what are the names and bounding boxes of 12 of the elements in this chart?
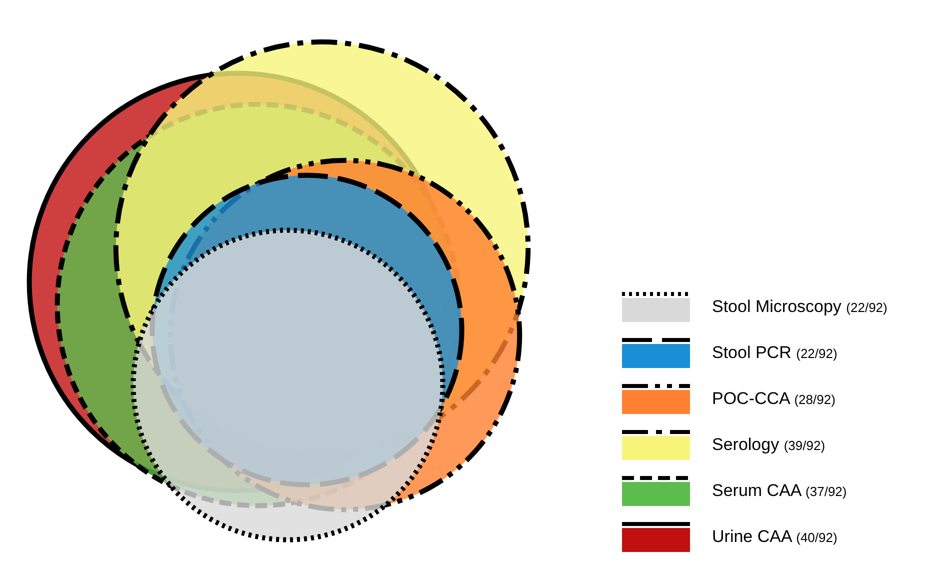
legend-label: Serology (712, 435, 780, 454)
data-label: (22/92) (796, 346, 838, 361)
legend-label: Serum CAA (712, 481, 801, 500)
data-label: (22/92) (846, 300, 888, 315)
data-label: (39/92) (784, 438, 826, 453)
legend-label: Stool PCR (712, 343, 792, 362)
legend-label: Urine CAA (712, 527, 792, 546)
legend-label: Stool Microscopy (712, 297, 842, 316)
data-label: (37/92) (806, 484, 847, 499)
data-label: (40/92) (796, 530, 838, 545)
legend-label: POC-CCA (712, 389, 790, 408)
data-label: (28/92) (794, 392, 836, 407)
